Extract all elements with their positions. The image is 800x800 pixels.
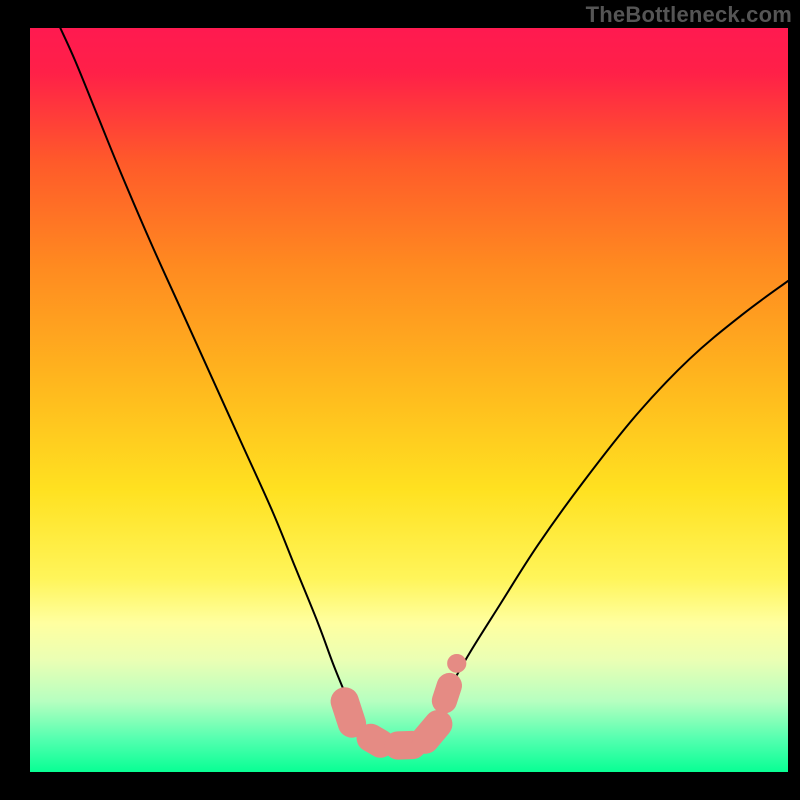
chart-svg xyxy=(30,28,788,772)
plot-area xyxy=(30,28,788,772)
valley-marker xyxy=(448,654,466,672)
gradient-background xyxy=(30,28,788,772)
watermark-label: TheBottleneck.com xyxy=(586,2,792,28)
